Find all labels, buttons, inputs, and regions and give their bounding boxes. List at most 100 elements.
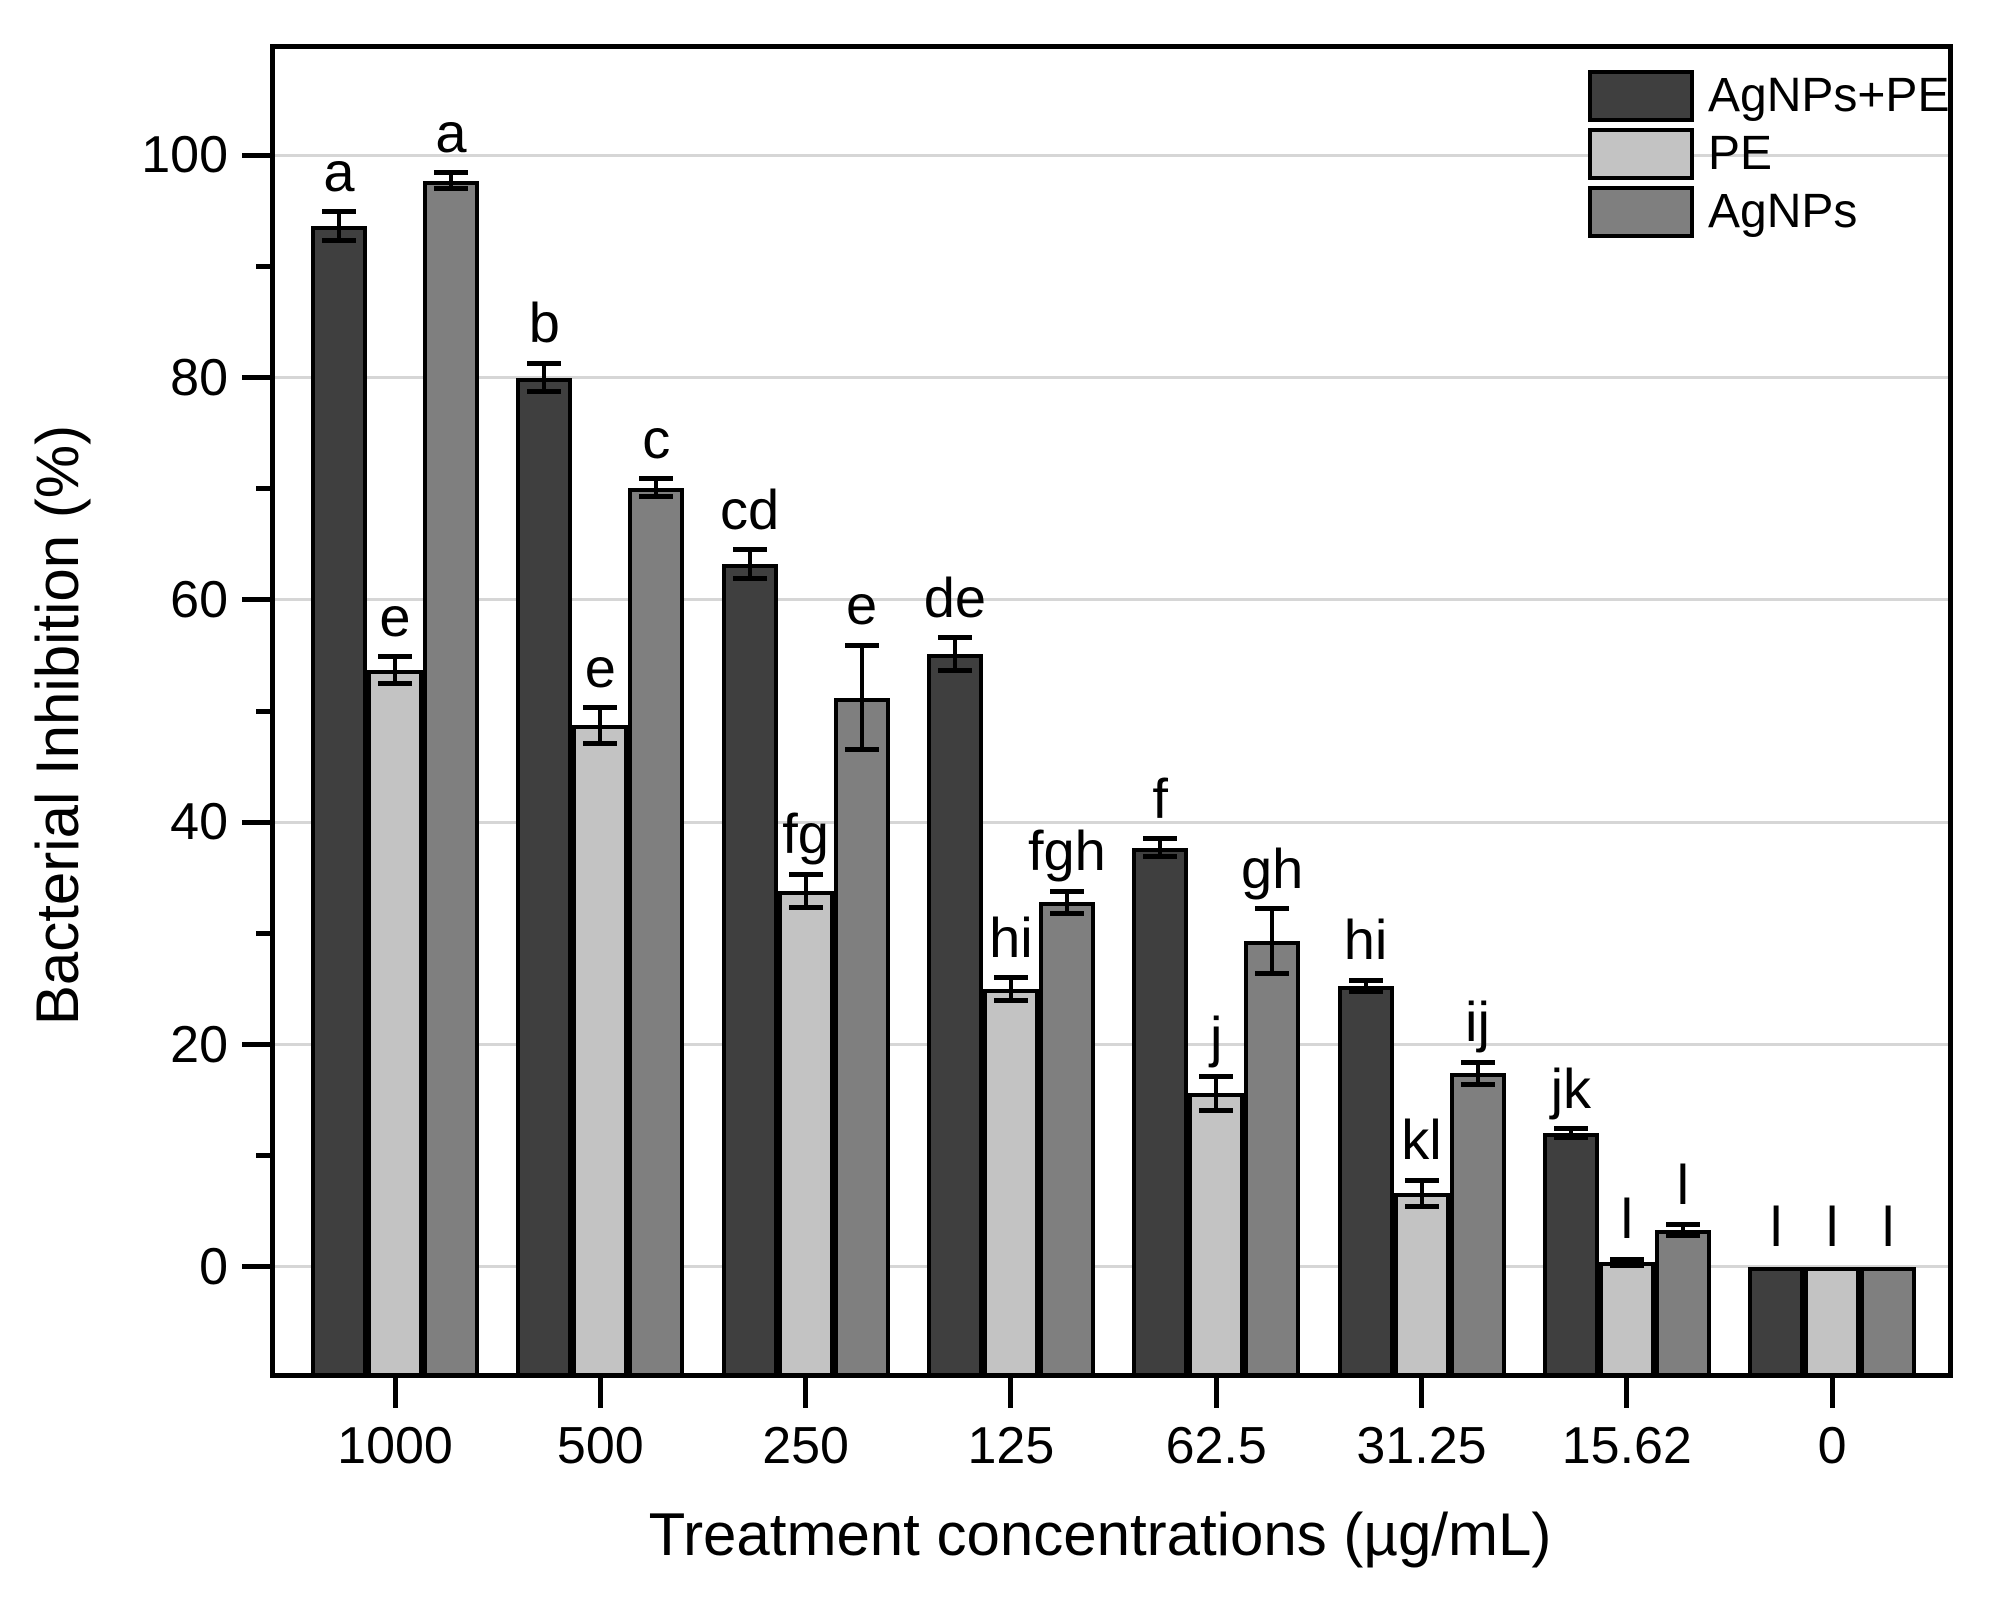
error-bar-stem (1008, 977, 1013, 1001)
error-bar-cap-top (639, 476, 674, 482)
error-bar-cap-bottom (583, 740, 618, 746)
error-bar-stem (803, 874, 808, 908)
significance-letter-hi: hi (989, 905, 1033, 969)
error-bar-cap-bottom (1143, 854, 1178, 860)
significance-letter-de: de (923, 565, 987, 629)
error-bar-cap-bottom (1404, 1204, 1439, 1210)
y-axis-title: Bacterial Inhibition (%) (24, 424, 91, 1026)
error-bar-stem (449, 172, 453, 189)
x-tick-125 (1008, 1378, 1014, 1408)
error-bar-stem (1419, 1180, 1424, 1207)
bar-agnps-pe-62.5 (1132, 847, 1189, 1378)
legend-label: AgNPs (1708, 185, 1858, 238)
error-bar-cap-top (1404, 1177, 1439, 1183)
error-bar-stem (598, 707, 603, 744)
significance-letter-b: b (528, 291, 560, 355)
gridline-y-80 (270, 376, 1953, 379)
x-tick-0 (1829, 1378, 1835, 1408)
legend-label: PE (1708, 127, 1773, 180)
x-tick-62.5 (1213, 1378, 1219, 1408)
error-bar-stem (952, 637, 957, 671)
significance-letter-l: l (1825, 1194, 1839, 1258)
x-tick-label-31.25: 31.25 (1356, 1417, 1487, 1475)
x-tick-label-125: 125 (967, 1417, 1055, 1475)
error-bar-stem (1568, 1128, 1573, 1138)
error-bar-stem (1064, 891, 1069, 914)
error-bar-cap-bottom (1553, 1135, 1588, 1141)
error-bar-cap-bottom (1199, 1107, 1234, 1113)
bar-agnps-pe-125 (926, 654, 983, 1378)
significance-letter-l: l (1676, 1152, 1690, 1216)
y-tick-20 (242, 1042, 270, 1047)
bar-pe-125 (982, 988, 1039, 1378)
error-bar-cap-top (1609, 1256, 1644, 1262)
bar-agnps-pe-500 (516, 377, 573, 1378)
gridline-y-100 (270, 153, 1953, 157)
x-tick-1000 (392, 1378, 398, 1408)
error-bar-cap-bottom (527, 389, 562, 395)
bar-pe-500 (572, 725, 629, 1378)
error-bar-cap-bottom (1609, 1263, 1644, 1269)
error-bar-cap-top (434, 170, 468, 176)
error-bar-stem (393, 656, 397, 684)
significance-letter-l: l (1881, 1194, 1895, 1258)
error-bar-stem (1624, 1259, 1629, 1266)
bar-agnps-500 (628, 487, 685, 1378)
significance-letter-e: e (846, 573, 878, 637)
legend-swatch (1588, 186, 1694, 238)
bar-agnps-250 (833, 697, 890, 1378)
x-tick-label-250: 250 (762, 1417, 849, 1475)
x-tick-250 (803, 1378, 809, 1408)
error-bar-stem (1680, 1224, 1685, 1236)
error-bar-cap-top (1553, 1126, 1588, 1132)
error-bar-cap-bottom (1665, 1233, 1700, 1239)
error-bar-cap-bottom (732, 576, 767, 582)
error-bar-stem (1214, 1076, 1219, 1111)
error-bar-stem (1158, 838, 1163, 857)
error-bar-cap-bottom (937, 668, 972, 674)
significance-letter-ij: ij (1465, 990, 1490, 1054)
error-bar-cap-top (1665, 1222, 1700, 1228)
error-bar-cap-bottom (1049, 910, 1084, 916)
error-bar-cap-top (322, 209, 356, 215)
bar-agnps-62.5 (1244, 941, 1301, 1378)
x-tick-15.62 (1624, 1378, 1630, 1408)
y-tick-label-20: 20 (170, 1015, 228, 1074)
error-bar-cap-top (993, 975, 1028, 981)
bar-agnps-0 (1860, 1266, 1917, 1378)
significance-letter-jk: jk (1550, 1056, 1592, 1120)
legend-swatch (1588, 70, 1694, 122)
y-tick-60 (242, 597, 270, 603)
y-tick-label-80: 80 (170, 348, 228, 407)
y-minor-tick-30 (256, 930, 270, 936)
x-tick-label-1000: 1000 (337, 1417, 453, 1475)
error-bar-stem (1270, 908, 1275, 974)
x-axis-title: Treatment concentrations (µg/mL) (648, 1501, 1552, 1568)
bar-agnps-1000 (423, 180, 479, 1378)
bar-agnps-pe-250 (721, 564, 778, 1378)
error-bar-stem (542, 363, 547, 392)
bar-pe-62.5 (1188, 1093, 1245, 1378)
y-minor-tick-10 (256, 1153, 270, 1159)
gridline-y-20 (270, 1043, 1953, 1046)
bar-agnps-125 (1038, 902, 1095, 1378)
significance-letter-hi: hi (1343, 908, 1388, 972)
error-bar-stem (1363, 980, 1368, 992)
significance-letter-e: e (584, 635, 616, 699)
significance-letter-fg: fg (782, 802, 829, 866)
error-bar-cap-top (788, 871, 823, 877)
error-bar-stem (654, 478, 659, 497)
y-minor-tick-50 (256, 708, 270, 714)
error-bar-stem (1475, 1062, 1480, 1085)
legend-label: AgNPs+PE (1708, 69, 1950, 122)
error-bar-cap-top (527, 360, 562, 366)
bar-pe-250 (777, 891, 834, 1378)
error-bar-cap-bottom (1348, 988, 1383, 994)
y-tick-label-60: 60 (170, 570, 228, 629)
error-bar-cap-top (844, 642, 879, 648)
error-bar-cap-top (1255, 906, 1290, 912)
significance-letter-f: f (1152, 766, 1168, 830)
error-bar-cap-top (1348, 977, 1383, 983)
error-bar-cap-top (583, 705, 618, 711)
